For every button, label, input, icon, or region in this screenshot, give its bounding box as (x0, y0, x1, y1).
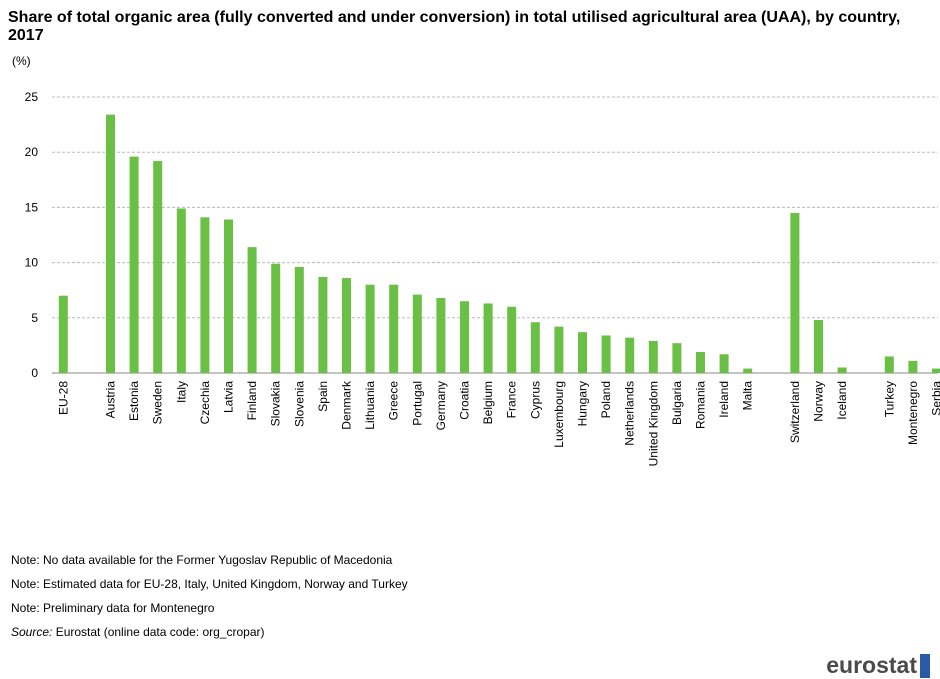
source-text: Eurostat (online data code: org_cropar) (52, 625, 264, 639)
x-tick-label: Iceland (835, 381, 849, 420)
x-tick-label: Hungary (576, 381, 590, 426)
x-tick-label: Luxembourg (552, 381, 566, 448)
x-tick-label: Switzerland (788, 381, 802, 443)
x-tick-label: Spain (316, 381, 330, 412)
bar (507, 307, 516, 373)
source-label: Source: (11, 625, 52, 639)
x-tick-label: Turkey (882, 381, 896, 417)
bar (649, 341, 658, 373)
x-tick-label: Bulgaria (670, 381, 684, 425)
y-tick-label: 10 (25, 256, 39, 270)
x-tick-label: Serbia (930, 381, 940, 416)
x-tick-label: Norway (812, 381, 826, 422)
x-tick-label: Netherlands (623, 381, 637, 446)
bar (672, 343, 681, 373)
bar (720, 354, 729, 373)
bar (153, 161, 162, 373)
bar (696, 352, 705, 373)
x-tick-label: EU-28 (56, 381, 70, 415)
bar (554, 327, 563, 373)
x-tick-label: Belgium (481, 381, 495, 424)
x-tick-label: Sweden (151, 381, 165, 424)
x-tick-label: United Kingdom (646, 381, 660, 466)
logo-mark-icon (920, 654, 930, 678)
bar (342, 278, 351, 373)
bar (625, 338, 634, 373)
x-tick-label: Greece (387, 381, 401, 421)
bar (366, 285, 375, 373)
bar (531, 322, 540, 373)
x-tick-label: Croatia (458, 381, 472, 420)
x-tick-label: Austria (104, 381, 118, 419)
note-2: Note: Estimated data for EU-28, Italy, U… (11, 572, 408, 596)
source-line: Source: Eurostat (online data code: org_… (11, 620, 408, 644)
bar (838, 367, 847, 373)
x-tick-label: Slovenia (292, 381, 306, 427)
bar (106, 115, 115, 373)
x-tick-label: Montenegro (906, 381, 920, 445)
y-tick-label: 0 (31, 366, 38, 380)
x-tick-label: Malta (741, 381, 755, 411)
bar (200, 217, 209, 373)
x-tick-label: Czechia (198, 381, 212, 425)
x-tick-label: Slovakia (269, 381, 283, 427)
x-tick-label: Portugal (410, 381, 424, 426)
bar (177, 209, 186, 373)
bar (908, 361, 917, 373)
bar (932, 369, 940, 373)
x-tick-label: Romania (694, 381, 708, 429)
bar (484, 303, 493, 373)
bar-chart: 0 5 10 15 20 25 EU-28 Austria Estonia Sweden Italy… (0, 0, 940, 540)
x-tick-label: Finland (245, 381, 259, 420)
notes-block: Note: No data available for the Former Y… (11, 548, 408, 644)
x-tick-label: Lithuania (363, 381, 377, 430)
bar (602, 335, 611, 373)
bar (885, 356, 894, 373)
logo-text: eurostat (826, 652, 917, 679)
bar (248, 247, 257, 373)
eurostat-logo: eurostat (826, 652, 930, 679)
x-tick-label: Cyprus (528, 381, 542, 419)
x-tick-label: France (505, 381, 519, 419)
y-tick-label: 25 (25, 90, 39, 104)
bar (790, 213, 799, 373)
x-tick-label: Germany (434, 381, 448, 430)
x-tick-label: Italy (174, 381, 188, 403)
bar (59, 296, 68, 373)
bar (814, 320, 823, 373)
bar (460, 301, 469, 373)
bar (318, 277, 327, 373)
note-1: Note: No data available for the Former Y… (11, 548, 408, 572)
x-tick-label: Poland (599, 381, 613, 418)
bar (436, 298, 445, 373)
y-tick-label: 20 (25, 145, 39, 159)
y-tick-label: 5 (31, 311, 38, 325)
note-3: Note: Preliminary data for Montenegro (11, 596, 408, 620)
x-tick-label: Latvia (222, 381, 236, 413)
bar (271, 264, 280, 373)
bar (224, 220, 233, 373)
bar (413, 295, 422, 373)
bar (743, 369, 752, 373)
x-tick-label: Denmark (340, 380, 354, 430)
bar (130, 157, 139, 373)
bar (295, 267, 304, 373)
y-tick-label: 15 (25, 200, 39, 214)
bar (389, 285, 398, 373)
x-tick-label: Ireland (717, 381, 731, 418)
x-tick-label: Estonia (127, 381, 141, 421)
bar (578, 332, 587, 373)
